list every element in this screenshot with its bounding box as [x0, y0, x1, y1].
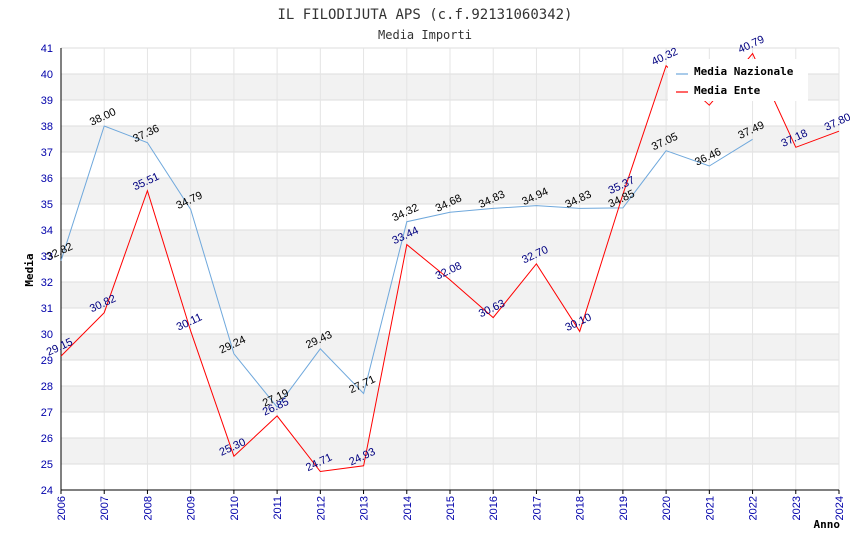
x-tick-label: 2012	[315, 496, 327, 520]
data-label-nazionale: 32.82	[45, 241, 75, 264]
y-tick-label: 35	[41, 199, 53, 211]
x-tick-label: 2022	[748, 496, 760, 520]
x-tick-label: 2010	[229, 496, 241, 520]
y-tick-label: 29	[41, 355, 53, 367]
legend: Media Nazionale Media Ente	[668, 59, 808, 101]
x-tick-labels: 2006 2007 2008 2009 2010 2011 2012 2013 2014 2015…	[56, 496, 846, 520]
y-tick-label: 27	[41, 407, 53, 419]
x-tick-label: 2023	[791, 496, 803, 520]
y-tick-label: 33	[41, 251, 53, 263]
x-tick-label: 2006	[56, 496, 68, 520]
x-tick-label: 2014	[402, 496, 414, 520]
y-tick-label: 39	[41, 95, 53, 107]
y-tick-label: 32	[41, 277, 53, 289]
series-line-ente	[60, 52, 840, 473]
x-tick-label: 2007	[99, 496, 111, 520]
y-tick-label: 30	[41, 329, 53, 341]
x-tick-label: 2017	[531, 496, 543, 520]
y-tick-label: 41	[41, 43, 53, 55]
chart-subtitle: Media Importi	[378, 28, 472, 42]
legend-label-ente: Media Ente	[694, 84, 761, 97]
data-label-nazionale: 34.32	[390, 202, 420, 225]
x-tick-label: 2016	[488, 496, 500, 520]
y-tick-label: 40	[41, 69, 53, 81]
legend-box	[668, 59, 808, 101]
y-tick-label: 25	[41, 459, 53, 471]
x-tick-label: 2011	[272, 496, 284, 520]
y-tick-label: 36	[41, 173, 53, 185]
x-tick-label: 2018	[575, 496, 587, 520]
x-tick-label: 2013	[359, 496, 371, 520]
y-axis-title: Media	[23, 253, 36, 286]
x-tick-label: 2008	[142, 496, 154, 520]
y-tick-label: 38	[41, 121, 53, 133]
x-tick-label: 2019	[618, 496, 630, 520]
x-tick-label: 2009	[186, 496, 198, 520]
y-tick-label: 34	[41, 225, 53, 237]
series-lines	[60, 52, 840, 473]
y-tick-label: 26	[41, 433, 53, 445]
y-tick-label: 37	[41, 147, 53, 159]
data-label-ente: 30.10	[563, 311, 593, 334]
chart-title: IL FILODIJUTA APS (c.f.92131060342)	[277, 7, 572, 23]
data-label-nazionale: 38.00	[88, 106, 118, 129]
axes	[60, 48, 840, 494]
y-tick-label: 24	[41, 485, 53, 497]
x-tick-label: 2021	[704, 496, 716, 520]
x-tick-label: 2015	[445, 496, 457, 520]
y-tick-labels: 24 25 26 27 28 29 30 31 32 33 34 35 36 37 38 39 40 41	[41, 43, 53, 497]
x-tick-label: 2024	[834, 496, 846, 520]
data-label-ente: 40.79	[736, 33, 766, 56]
y-tick-label: 31	[41, 303, 53, 315]
x-tick-label: 2020	[661, 496, 673, 520]
legend-label-nazionale: Media Nazionale	[694, 65, 794, 78]
x-axis-title: Anno	[814, 518, 841, 531]
series-line-nazionale	[60, 125, 753, 408]
data-label-ente: 30.11	[175, 311, 204, 333]
y-tick-label: 28	[41, 381, 53, 393]
